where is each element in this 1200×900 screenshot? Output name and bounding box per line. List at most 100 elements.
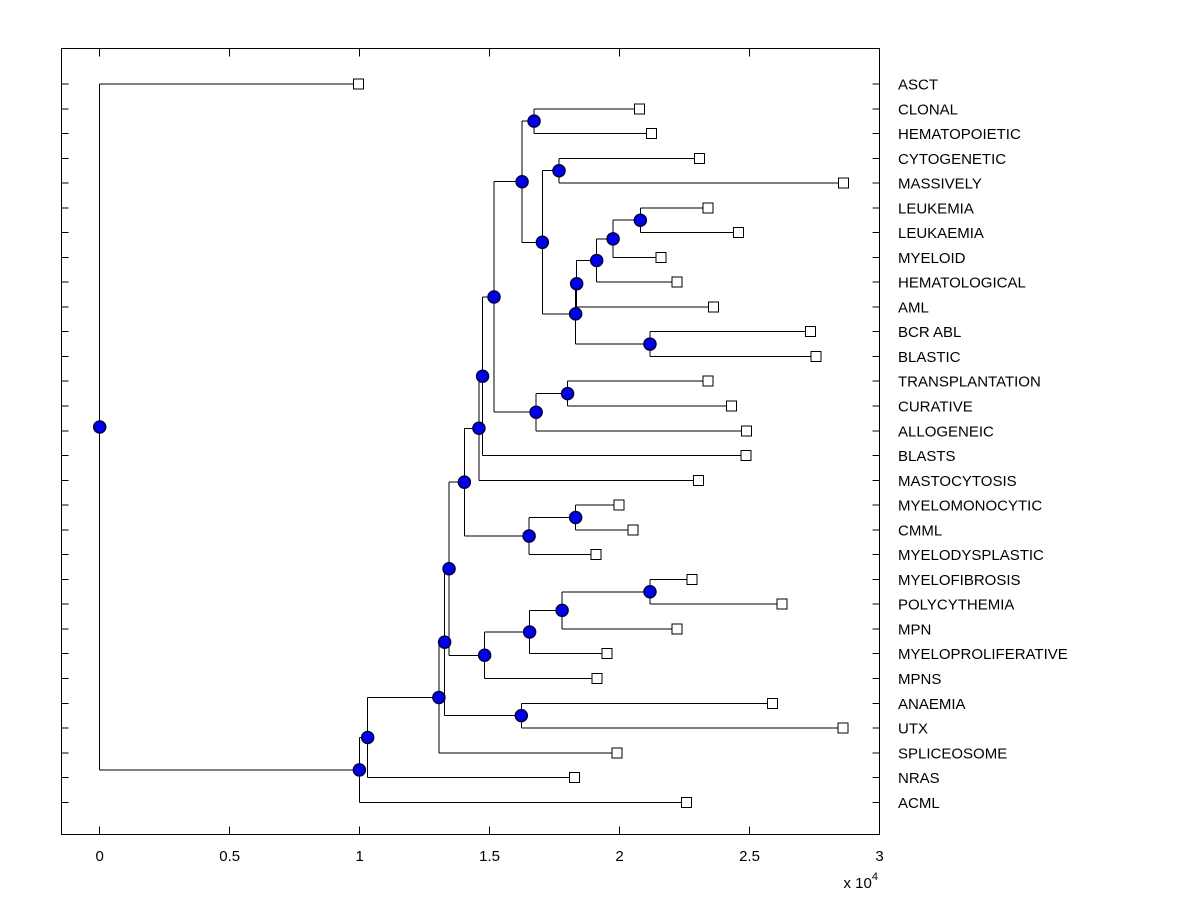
leaf-label[interactable]: CMML: [898, 522, 942, 539]
leaf-label[interactable]: MYELODYSPLASTIC: [898, 547, 1044, 564]
leaf-label[interactable]: CYTOGENETIC: [898, 151, 1006, 168]
leaf-label[interactable]: HEMATOPOIETIC: [898, 126, 1021, 143]
leaf-label[interactable]: CURATIVE: [898, 399, 973, 416]
internal-node-marker[interactable]: [569, 276, 584, 291]
leaf-labels-group: ASCT CLONAL HEMATOPOIETIC CYTOGENETIC MASSIV…: [898, 77, 1068, 812]
internal-node-marker[interactable]: [514, 708, 529, 723]
leaf-label[interactable]: SPLICEOSOME: [898, 745, 1007, 762]
internal-node-marker[interactable]: [555, 603, 569, 618]
leaf-label[interactable]: BLASTS: [898, 448, 956, 465]
leaf-label[interactable]: MYELOID: [898, 250, 966, 267]
leaf-node-marker[interactable]: [611, 747, 623, 759]
x-tick-label: 0: [96, 848, 104, 865]
leaf-label[interactable]: BCR ABL: [898, 324, 961, 341]
internal-node-marker[interactable]: [522, 625, 537, 639]
leaf-label[interactable]: UTX: [898, 721, 928, 738]
leaf-label[interactable]: TRANSPLANTATION: [898, 374, 1041, 391]
axes-box: [61, 48, 880, 835]
leaf-node-marker[interactable]: [733, 227, 745, 239]
leaf-label[interactable]: HEMATOLOGICAL: [898, 275, 1026, 292]
leaf-label[interactable]: MYELOMONOCYTIC: [898, 498, 1042, 515]
leaf-node-marker[interactable]: [613, 499, 625, 511]
leaf-label[interactable]: AML: [898, 299, 929, 316]
axes-group: 0 0.5 1 1.5 2 2.5 3: [61, 48, 884, 865]
leaf-label[interactable]: MYELOFIBROSIS: [898, 572, 1021, 589]
leaf-label[interactable]: ANAEMIA: [898, 696, 966, 713]
leaf-node-marker[interactable]: [702, 375, 714, 387]
leaf-label[interactable]: NRAS: [898, 770, 940, 787]
internal-node-marker[interactable]: [589, 253, 604, 268]
leaf-label[interactable]: ALLOGENEIC: [898, 423, 994, 440]
leaf-node-marker[interactable]: [686, 573, 698, 585]
internal-node-marker[interactable]: [352, 763, 367, 777]
x-tick-label: 0.5: [219, 848, 240, 865]
leaf-node-marker[interactable]: [766, 697, 778, 709]
internal-node-marker[interactable]: [437, 635, 452, 649]
leaf-node-marker[interactable]: [702, 202, 714, 214]
tree-markers-group: [92, 78, 849, 808]
leaf-label[interactable]: POLYCYTHEMIA: [898, 597, 1014, 614]
leaf-node-marker[interactable]: [810, 350, 822, 362]
leaf-label[interactable]: MASSIVELY: [898, 176, 982, 193]
leaf-node-marker[interactable]: [741, 425, 753, 437]
x-tick-label: 1.5: [479, 848, 500, 865]
internal-node-marker[interactable]: [457, 475, 472, 489]
internal-node-marker[interactable]: [472, 421, 486, 436]
internal-node-marker[interactable]: [560, 386, 575, 401]
leaf-node-marker[interactable]: [627, 524, 639, 536]
internal-node-marker[interactable]: [442, 561, 456, 576]
internal-node-marker[interactable]: [477, 648, 492, 663]
leaf-node-marker[interactable]: [591, 672, 603, 684]
leaf-label[interactable]: MASTOCYTOSIS: [898, 473, 1017, 490]
internal-node-marker[interactable]: [643, 337, 657, 351]
leaf-label[interactable]: ACML: [898, 795, 940, 812]
leaf-label[interactable]: MPNS: [898, 671, 941, 688]
leaf-node-marker[interactable]: [655, 251, 667, 263]
internal-node-marker[interactable]: [92, 420, 107, 434]
leaf-node-marker[interactable]: [708, 301, 720, 313]
internal-node-marker[interactable]: [529, 405, 543, 419]
leaf-node-marker[interactable]: [671, 276, 683, 288]
internal-node-marker[interactable]: [487, 290, 501, 304]
internal-node-marker[interactable]: [515, 174, 529, 189]
internal-node-marker[interactable]: [432, 690, 446, 705]
leaf-node-marker[interactable]: [601, 648, 613, 660]
internal-node-marker[interactable]: [643, 585, 657, 599]
internal-node-marker[interactable]: [475, 369, 490, 384]
leaf-node-marker[interactable]: [634, 103, 646, 115]
leaf-node-marker[interactable]: [681, 796, 693, 808]
leaf-label[interactable]: BLASTIC: [898, 349, 961, 366]
internal-node-marker[interactable]: [527, 114, 541, 128]
internal-node-marker[interactable]: [568, 510, 583, 525]
leaf-label[interactable]: MPN: [898, 621, 931, 638]
internal-node-marker[interactable]: [552, 163, 566, 178]
leaf-node-marker[interactable]: [568, 772, 580, 784]
x-tick-label: 2.5: [739, 848, 760, 865]
x-tick-label: 1: [355, 848, 363, 865]
internal-node-marker[interactable]: [568, 307, 583, 321]
x-tick-label: 2: [615, 848, 623, 865]
leaf-node-marker[interactable]: [590, 549, 602, 561]
leaf-node-marker[interactable]: [740, 450, 752, 462]
leaf-node-marker[interactable]: [726, 400, 738, 412]
internal-node-marker[interactable]: [535, 235, 550, 250]
internal-node-marker[interactable]: [633, 213, 648, 227]
leaf-node-marker[interactable]: [837, 177, 849, 189]
leaf-node-marker[interactable]: [837, 722, 849, 734]
internal-node-marker[interactable]: [606, 232, 620, 246]
leaf-node-marker[interactable]: [353, 78, 365, 90]
leaf-node-marker[interactable]: [805, 326, 817, 338]
leaf-label[interactable]: LEUKAEMIA: [898, 225, 984, 242]
leaf-node-marker[interactable]: [693, 152, 705, 164]
leaf-label[interactable]: LEUKEMIA: [898, 200, 974, 217]
internal-node-marker[interactable]: [360, 730, 375, 745]
leaf-label[interactable]: CLONAL: [898, 101, 958, 118]
leaf-node-marker[interactable]: [671, 623, 683, 635]
internal-node-marker[interactable]: [522, 529, 536, 543]
leaf-label[interactable]: MYELOPROLIFERATIVE: [898, 646, 1068, 663]
leaf-node-marker[interactable]: [692, 474, 704, 486]
leaf-label[interactable]: ASCT: [898, 77, 938, 94]
leaf-node-marker[interactable]: [776, 598, 788, 610]
leaf-node-marker[interactable]: [645, 128, 657, 140]
